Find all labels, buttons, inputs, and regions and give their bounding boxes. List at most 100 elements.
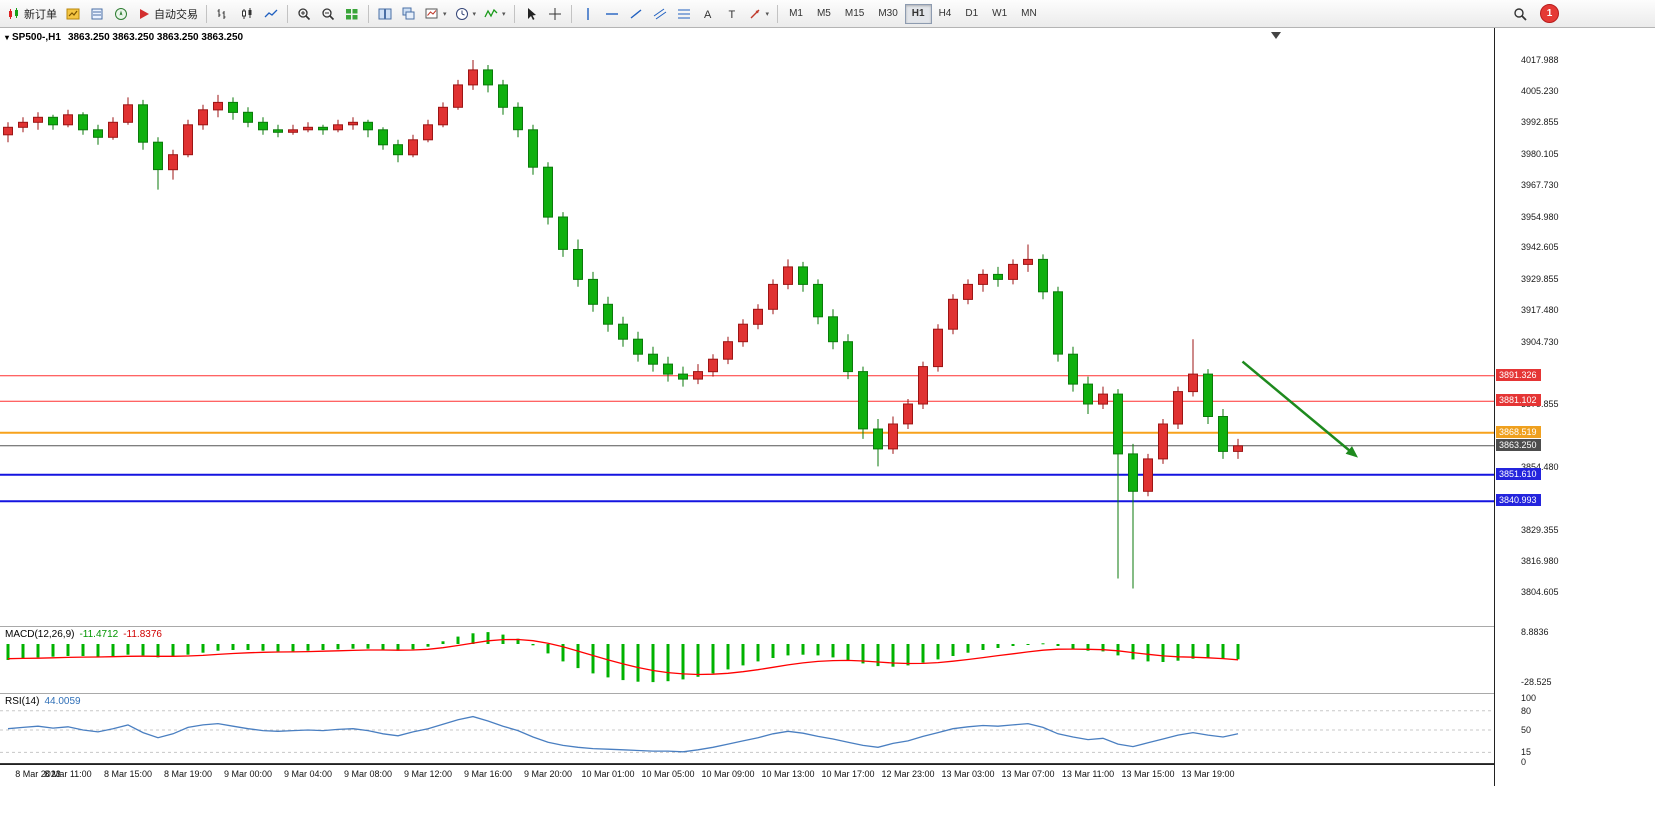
macd-scale-max: 8.8836 [1521, 627, 1549, 637]
auto-trading-button[interactable]: 自动交易 [133, 3, 202, 25]
new-window-button[interactable] [340, 3, 364, 25]
indicators-button[interactable]: ▾ [480, 3, 510, 25]
trend-arrow[interactable] [1241, 360, 1353, 454]
candle [258, 117, 268, 135]
candle [498, 79, 508, 115]
macd-indicator-label: MACD(12,26,9) -11.4712 -11.8376 [5, 629, 162, 640]
candle [648, 346, 658, 372]
toolbar-right: 1 [1508, 3, 1559, 25]
time-axis[interactable]: 8 Mar 2023 8 Mar 11:00 8 Mar 15:00 8 Mar 19… [0, 764, 1494, 786]
candle [333, 119, 343, 133]
rsi-indicator-label: RSI(14) 44.0059 [5, 696, 81, 707]
line-icon [264, 7, 278, 21]
candle [783, 259, 793, 290]
line-chart-button[interactable] [259, 3, 283, 25]
candle [843, 334, 853, 380]
macd-signal-line [7, 638, 1239, 676]
candlestick-chart-button[interactable] [235, 3, 259, 25]
chart-template-button[interactable]: ▾ [421, 3, 451, 25]
new-order-button[interactable]: 新订单 [3, 3, 61, 25]
candle [1188, 339, 1198, 397]
panel-separator[interactable] [0, 693, 1494, 694]
candle [63, 109, 73, 128]
timeframe-button-W1[interactable]: W1 [985, 4, 1014, 24]
data-window-button[interactable] [85, 3, 109, 25]
price-badge: 3891.326 [1496, 368, 1541, 381]
fibonacci-button[interactable] [672, 3, 696, 25]
vertical-line-button[interactable] [576, 3, 600, 25]
timeframe-button-D1[interactable]: D1 [958, 4, 985, 24]
macd-main-value: -11.4712 [79, 629, 119, 640]
time-label: 8 Mar 2023 [15, 769, 61, 779]
shapes-button[interactable]: ▾ [744, 3, 774, 25]
zoom-in-button[interactable] [292, 3, 316, 25]
cascade-icon [402, 7, 416, 21]
timeframe-button-M15[interactable]: M15 [838, 4, 871, 24]
macd-panel[interactable] [0, 627, 1494, 693]
notification-badge[interactable]: 1 [1540, 4, 1559, 23]
text-label-button[interactable]: T [720, 3, 744, 25]
price-axis-label: 3829.355 [1521, 524, 1559, 535]
timeframe-button-M30[interactable]: M30 [871, 4, 904, 24]
tile-windows-button[interactable] [373, 3, 397, 25]
period-selector-button[interactable]: ▾ [451, 3, 481, 25]
candle [288, 124, 298, 135]
candle [228, 97, 238, 120]
crosshair-button[interactable] [543, 3, 567, 25]
zoom-out-button[interactable] [316, 3, 340, 25]
cascade-windows-button[interactable] [397, 3, 421, 25]
chart-shift-marker[interactable] [1271, 32, 1281, 39]
candle [963, 279, 973, 305]
text-button[interactable]: A [696, 3, 720, 25]
zoom-out-icon [321, 7, 335, 21]
main-chart[interactable] [0, 28, 1494, 626]
svg-text:A: A [704, 9, 712, 21]
candle [138, 99, 148, 150]
price-axis-label: 3804.605 [1521, 586, 1559, 597]
cursor-button[interactable] [519, 3, 543, 25]
candle [993, 266, 1003, 287]
market-watch-button[interactable] [61, 3, 85, 25]
price-axis-label: 3992.855 [1521, 117, 1559, 128]
candle [33, 112, 43, 130]
bar-chart-button[interactable] [211, 3, 235, 25]
search-button[interactable] [1508, 3, 1532, 25]
toolbar-groups: 新订单 自动交易 ▾ ▾ ▾ A T ▾ [3, 3, 782, 25]
navigator-button[interactable] [109, 3, 133, 25]
candle [243, 107, 253, 128]
trendline-button[interactable] [624, 3, 648, 25]
candle [1143, 453, 1153, 497]
candle [678, 366, 688, 387]
rsi-scale-label: 50 [1521, 725, 1532, 735]
candle [378, 127, 388, 150]
candle [168, 149, 178, 180]
time-label: 13 Mar 07:00 [1001, 769, 1055, 779]
timeframe-button-H4[interactable]: H4 [932, 4, 959, 24]
horizontal-line-button[interactable] [600, 3, 624, 25]
main-toolbar: 新订单 自动交易 ▾ ▾ ▾ A T ▾ M1 M5 M15 M30 H1 H4 D1 W1 MN 1 [0, 0, 1655, 28]
candle [918, 361, 928, 409]
candles-icon [7, 7, 21, 21]
timeframe-button-M1[interactable]: M1 [782, 4, 810, 24]
price-axis[interactable]: 4017.988 4005.230 3992.855 3980.105 3967.730… [1494, 28, 1655, 786]
time-label: 9 Mar 12:00 [403, 769, 453, 779]
timeframe-button-M5[interactable]: M5 [810, 4, 838, 24]
rsi-scale-label: 100 [1521, 693, 1537, 703]
timeframe-button-H1[interactable]: H1 [904, 3, 932, 24]
timeframe-button-MN[interactable]: MN [1014, 4, 1044, 24]
panel-separator[interactable] [0, 763, 1494, 764]
candle [123, 97, 133, 125]
candle [708, 354, 718, 377]
panel-separator[interactable] [0, 626, 1494, 627]
candle [1158, 419, 1168, 464]
candle [1008, 259, 1018, 285]
equidistant-channel-button[interactable] [648, 3, 672, 25]
price-axis-label: 4017.988 [1521, 54, 1559, 65]
candle [438, 102, 448, 128]
rsi-panel[interactable] [0, 694, 1494, 763]
arrowshape-icon [748, 7, 762, 21]
toolbar-separator [777, 4, 779, 23]
candle [753, 304, 763, 330]
candle [1203, 369, 1213, 424]
